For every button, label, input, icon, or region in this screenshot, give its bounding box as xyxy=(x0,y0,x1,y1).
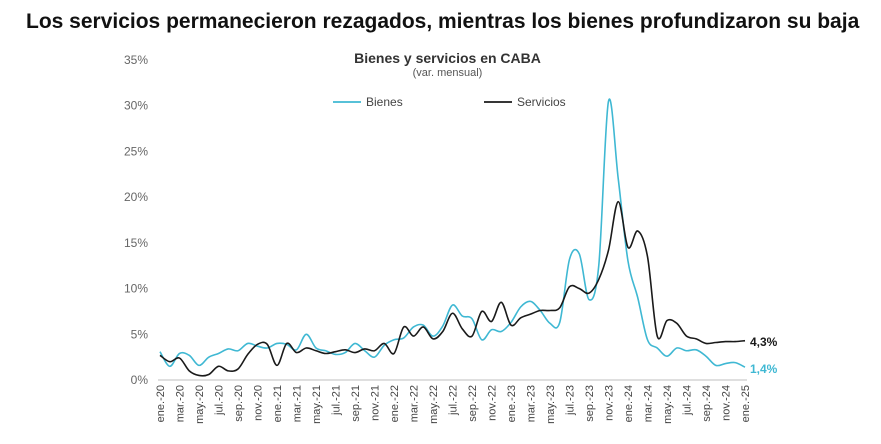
end-label-servicios: 4,3% xyxy=(750,335,778,349)
y-tick-label: 10% xyxy=(124,282,148,296)
y-tick-label: 15% xyxy=(124,236,148,250)
x-tick-label: may.-21 xyxy=(311,385,323,424)
x-tick-label: sep.-24 xyxy=(701,385,713,422)
end-labels: 4,3% 1,4% xyxy=(750,335,778,376)
end-label-bienes: 1,4% xyxy=(750,362,778,376)
x-tick-label: nov.-24 xyxy=(721,385,733,421)
legend-label-bienes: Bienes xyxy=(366,95,403,109)
page-headline: Los servicios permanecieron rezagados, m… xyxy=(26,10,860,33)
x-tick-label: jul.-20 xyxy=(214,385,226,416)
x-tick-label: mar.-23 xyxy=(526,385,538,422)
y-tick-label: 5% xyxy=(131,327,149,341)
x-tick-label: ene.-21 xyxy=(272,385,284,422)
y-axis: 0% 5% 10% 15% 20% 25% 30% 35% xyxy=(124,53,148,387)
x-tick-label: may.-22 xyxy=(428,385,440,424)
y-tick-label: 35% xyxy=(124,53,148,67)
x-tick-label: may.-20 xyxy=(194,385,206,424)
x-tick-label: mar.-20 xyxy=(175,385,187,422)
x-tick-label: may.-23 xyxy=(545,385,557,424)
x-tick-label: nov.-23 xyxy=(604,385,616,421)
x-tick-label: mar.-22 xyxy=(409,385,421,422)
x-axis: ene.-20 mar.-20 may.-20 jul.-20 sep.-20 nov.-… xyxy=(155,379,752,424)
x-tick-label: ene.-23 xyxy=(506,385,518,422)
x-tick-label: ene.-22 xyxy=(389,385,401,422)
x-tick-label: jul.-21 xyxy=(331,385,343,416)
legend-label-servicios: Servicios xyxy=(517,95,566,109)
x-tick-label: jul.-23 xyxy=(565,385,577,416)
x-tick-label: sep.-20 xyxy=(233,385,245,422)
legend: Bienes Servicios xyxy=(333,95,566,109)
x-tick-label: ene.-25 xyxy=(740,385,752,422)
y-tick-label: 0% xyxy=(131,373,149,387)
x-tick-label: jul.-24 xyxy=(682,385,694,416)
x-tick-label: jul.-22 xyxy=(448,385,460,416)
x-tick-label: nov.-20 xyxy=(253,385,265,421)
x-tick-label: mar.-21 xyxy=(292,385,304,422)
series-line-bienes xyxy=(159,98,746,368)
x-tick-label: sep.-21 xyxy=(350,385,362,422)
x-tick-label: sep.-23 xyxy=(584,385,596,422)
y-tick-label: 30% xyxy=(124,99,148,113)
x-tick-label: may.-24 xyxy=(662,385,674,424)
x-tick-label: ene.-24 xyxy=(623,385,635,422)
chart-title: Bienes y servicios en CABA xyxy=(354,50,541,66)
series-layer xyxy=(159,98,746,377)
x-tick-label: ene.-20 xyxy=(155,385,167,422)
y-tick-label: 20% xyxy=(124,190,148,204)
x-tick-label: mar.-24 xyxy=(643,385,655,422)
x-tick-label: sep.-22 xyxy=(467,385,479,422)
chart-subtitle: (var. mensual) xyxy=(412,67,483,79)
x-tick-label: nov.-21 xyxy=(370,385,382,421)
x-tick-label: nov.-22 xyxy=(487,385,499,421)
y-tick-label: 25% xyxy=(124,144,148,158)
series-line-servicios xyxy=(159,200,746,377)
